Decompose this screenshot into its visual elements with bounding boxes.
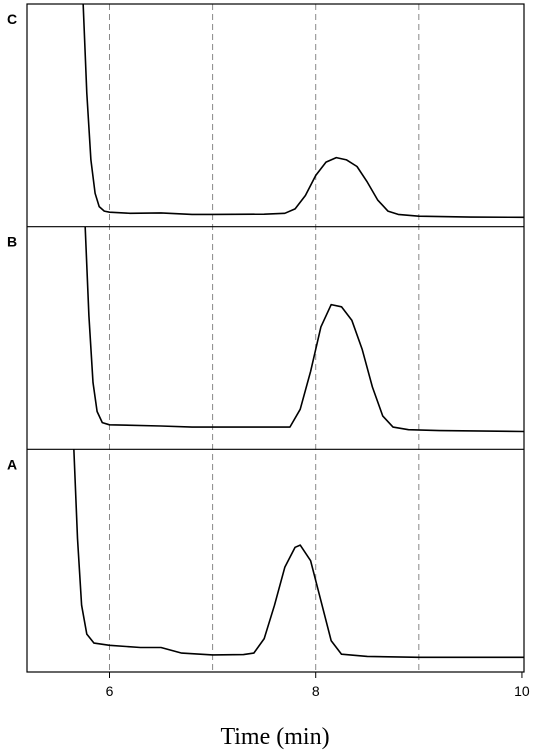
trace [84,226,524,433]
x-tick-label: 6 [106,683,114,699]
panel-label: B [7,234,17,250]
x-axis-label: Time (min) [220,724,329,750]
trace [82,4,524,219]
panel-label: C [7,11,17,27]
panel-label: A [7,456,17,472]
x-tick-label: 8 [312,683,320,699]
x-tick-label: 10 [514,683,530,699]
trace [73,449,524,659]
frame [26,3,525,673]
